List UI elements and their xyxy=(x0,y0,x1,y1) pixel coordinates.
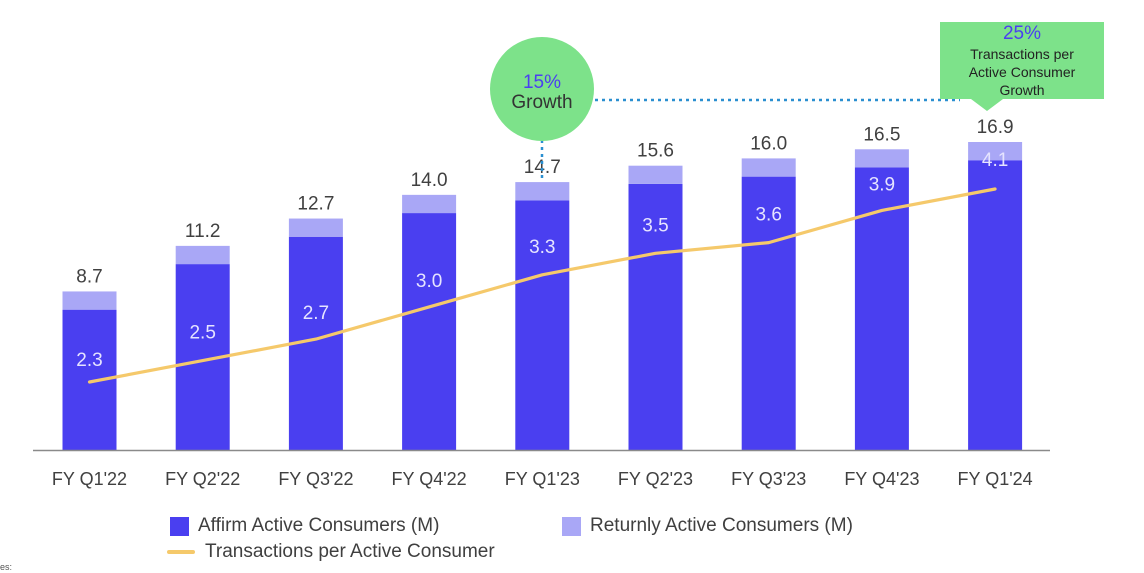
line-value-label: 3.3 xyxy=(529,237,555,258)
total-label: 11.2 xyxy=(185,221,221,242)
x-tick-label: FY Q3'22 xyxy=(278,469,353,489)
bar-returnly xyxy=(402,194,457,214)
bar-returnly xyxy=(175,245,230,265)
x-tick-label: FY Q4'22 xyxy=(392,469,467,489)
x-tick-label: FY Q1'24 xyxy=(958,469,1033,489)
bar-affirm xyxy=(402,213,457,450)
line-value-label: 3.5 xyxy=(642,215,668,236)
legend-swatch-affirm xyxy=(170,516,189,536)
total-label: 16.0 xyxy=(750,133,787,154)
bar-returnly xyxy=(515,182,570,201)
transactions-callout-line-1: Transactions per xyxy=(970,46,1074,62)
bar-returnly xyxy=(854,149,909,168)
growth-bubble-label: Growth xyxy=(511,92,572,113)
x-tick-label: FY Q3'23 xyxy=(731,469,806,489)
line-value-label: 3.6 xyxy=(755,205,781,226)
total-labels: 8.7 11.2 12.7 14.0 14.7 15.6 16.0 16.5 16.9 xyxy=(76,117,1013,287)
growth-bubble xyxy=(490,37,594,141)
legend-item-returnly: Returnly Active Consumers (M) xyxy=(562,515,853,537)
legend-label-transactions: Transactions per Active Consumer xyxy=(205,541,495,562)
x-tick-label: FY Q4'23 xyxy=(844,469,919,489)
total-label: 8.7 xyxy=(76,266,102,287)
line-value-label: 2.3 xyxy=(76,350,102,371)
total-label: 14.0 xyxy=(411,170,448,191)
total-label: 15.6 xyxy=(637,141,674,162)
bar-returnly xyxy=(741,158,796,177)
transactions-callout-box xyxy=(940,22,1104,111)
footnote: es: xyxy=(0,562,13,572)
legend-label-returnly: Returnly Active Consumers (M) xyxy=(590,515,853,536)
transactions-callout-line-3: Growth xyxy=(999,82,1044,98)
total-label: 16.9 xyxy=(977,117,1014,138)
line-value-label: 2.5 xyxy=(189,323,215,344)
bar-affirm xyxy=(968,160,1023,450)
legend-line-transactions xyxy=(167,550,195,554)
bars-group xyxy=(62,142,1023,451)
legend-label-affirm: Affirm Active Consumers (M) xyxy=(198,515,440,536)
x-tick-label: FY Q2'23 xyxy=(618,469,693,489)
x-tick-labels: FY Q1'22 FY Q2'22 FY Q3'22 FY Q4'22 FY Q1'23… xyxy=(52,469,1033,489)
legend-swatch-returnly xyxy=(562,516,581,536)
total-label: 16.5 xyxy=(863,124,900,145)
bar-returnly xyxy=(968,142,1023,161)
total-label: 14.7 xyxy=(524,157,561,178)
legend-item-affirm: Affirm Active Consumers (M) xyxy=(170,515,439,537)
trend-line xyxy=(87,187,997,384)
x-tick-label: FY Q2'22 xyxy=(165,469,240,489)
bar-affirm xyxy=(741,176,796,451)
bar-returnly xyxy=(62,291,117,310)
bar-returnly xyxy=(628,165,683,184)
x-tick-label: FY Q1'23 xyxy=(505,469,580,489)
transactions-callout-percent: 25% xyxy=(1003,23,1041,44)
annotations-group: 15% Growth 25% Transactions per Active C… xyxy=(490,22,1104,178)
x-tick-label: FY Q1'22 xyxy=(52,469,127,489)
bar-returnly xyxy=(288,218,343,237)
line-value-label: 3.0 xyxy=(416,271,442,292)
growth-bubble-percent: 15% xyxy=(523,72,561,93)
bar-affirm xyxy=(628,183,683,450)
total-label: 12.7 xyxy=(297,194,334,215)
trend-line-group: 2.3 2.5 2.7 3.0 3.3 3.5 3.6 3.9 4.1 xyxy=(76,150,1008,384)
legend-item-transactions: Transactions per Active Consumer xyxy=(167,541,495,563)
line-value-label: 3.9 xyxy=(869,174,895,195)
bar-affirm xyxy=(515,200,570,450)
line-value-label: 4.1 xyxy=(982,150,1008,171)
transactions-callout-line-2: Active Consumer xyxy=(969,64,1076,80)
line-value-label: 2.7 xyxy=(303,303,329,324)
